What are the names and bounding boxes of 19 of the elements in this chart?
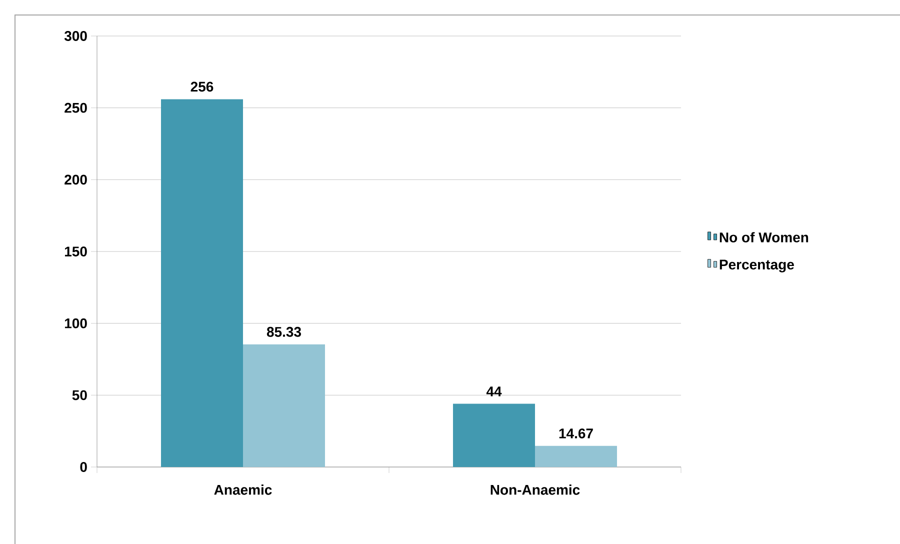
data-label: 14.67 <box>559 428 593 438</box>
bar <box>535 446 618 467</box>
y-tick-label: 200 <box>64 174 87 185</box>
data-label: 256 <box>190 82 214 92</box>
data-label: 44 <box>486 386 502 396</box>
bar <box>243 344 326 467</box>
y-tick-label: 300 <box>64 31 87 41</box>
y-tick-label: 100 <box>64 318 87 328</box>
bar <box>453 404 536 467</box>
y-tick-label: 250 <box>64 102 87 113</box>
bar <box>161 99 243 467</box>
x-tick-label: Non-Anaemic <box>490 484 580 495</box>
y-tick-label: 0 <box>80 462 87 472</box>
legend-label: Percentage <box>720 260 794 272</box>
data-label: 85.33 <box>266 326 302 337</box>
y-tick-label: 50 <box>72 390 87 400</box>
legend-label: No of Women <box>720 232 808 242</box>
x-tick-label: Anaemic <box>214 484 272 495</box>
y-tick-label: 150 <box>64 246 87 256</box>
